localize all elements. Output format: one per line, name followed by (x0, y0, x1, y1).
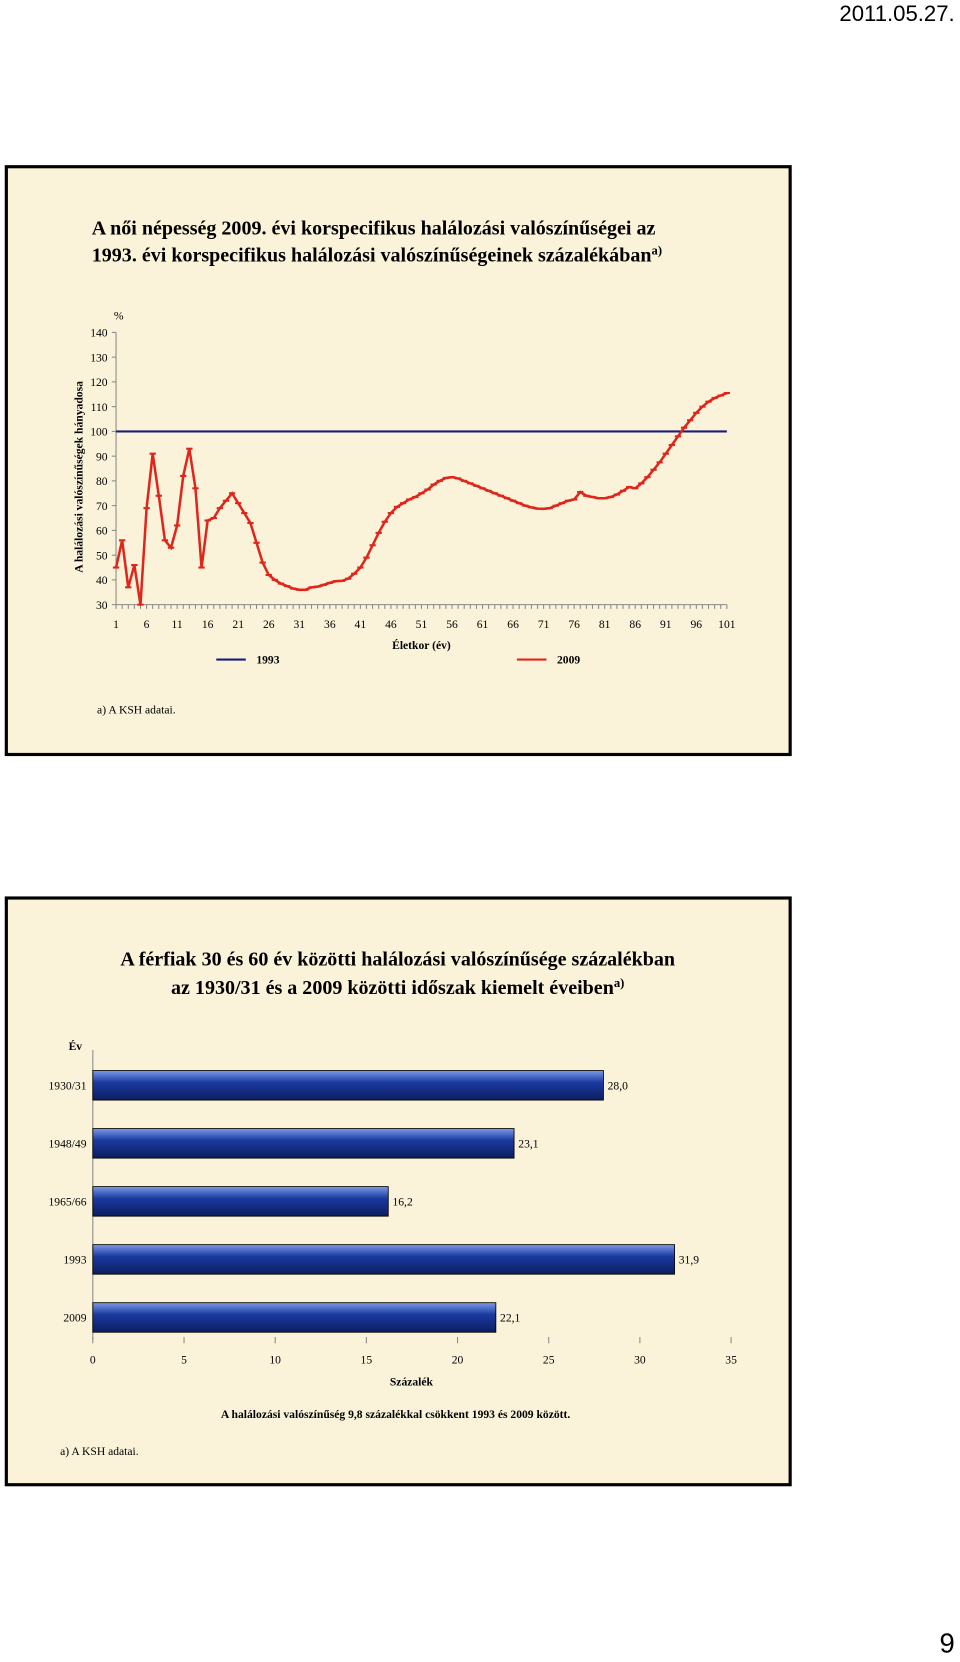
x-tick-label: 10 (269, 1353, 281, 1366)
x-tick-label: 21 (232, 618, 244, 631)
bar (92, 1070, 604, 1101)
x-axis-label: Életkor (év) (392, 638, 451, 652)
bar (92, 1128, 515, 1159)
title-line: az 1930/31 és a 2009 közötti időszak kie… (171, 977, 614, 999)
y-unit: % (114, 310, 124, 323)
x-tick-label: 86 (629, 618, 641, 631)
x-tick-label: 16 (202, 618, 214, 631)
x-tick-label: 51 (416, 618, 428, 631)
y-tick-label: 100 (90, 426, 108, 439)
y-tick-label: 120 (90, 376, 108, 389)
value-label: 22,1 (500, 1312, 520, 1325)
title-note: a) (614, 976, 625, 990)
y-tick-label: 1930/31 (48, 1080, 86, 1093)
y-tick-label: 2009 (63, 1312, 86, 1325)
footnote: a) A KSH adatai. (60, 1445, 139, 1458)
x-tick-label: 25 (543, 1353, 555, 1366)
legend-label: 2009 (557, 654, 580, 667)
x-tick-label: 1 (113, 618, 119, 631)
x-tick-label: 66 (507, 618, 519, 631)
x-tick-label: 76 (568, 618, 580, 631)
y-tick-label: 1948/49 (48, 1138, 86, 1151)
legend-label: 1993 (256, 654, 279, 667)
y-tick-label: 1965/66 (48, 1196, 86, 1209)
value-label: 31,9 (679, 1254, 699, 1267)
x-tick-label: 41 (355, 618, 367, 631)
x-tick-label: 26 (263, 618, 275, 631)
value-label: 16,2 (392, 1196, 412, 1209)
y-tick-label: 80 (96, 475, 108, 488)
footnote: a) A KSH adatai. (97, 703, 176, 716)
x-tick-label: 11 (172, 618, 183, 631)
x-tick-label: 30 (634, 1353, 646, 1366)
x-tick-label: 56 (446, 618, 458, 631)
y-tick-label: 40 (96, 574, 108, 587)
value-label: 23,1 (518, 1138, 538, 1151)
x-tick-label: 91 (660, 618, 672, 631)
bar (92, 1186, 389, 1217)
header-date: 2011.05.27. (839, 1, 954, 26)
x-axis-label: Százalék (390, 1376, 434, 1389)
y-tick-label: 140 (90, 327, 108, 340)
x-tick-label: 31 (293, 618, 305, 631)
bar-chart: A férfiak 30 és 60 év közötti halálozási… (48, 949, 737, 1459)
chart-title: A férfiak 30 és 60 év közötti halálozási… (120, 949, 675, 971)
x-tick-label: 35 (725, 1353, 737, 1366)
x-tick-label: 5 (181, 1353, 187, 1366)
y-tick-label: 70 (96, 500, 108, 513)
x-tick-label: 20 (452, 1353, 464, 1366)
chart-title: A női népesség 2009. évi korspecifikus h… (92, 217, 656, 239)
bar (92, 1302, 497, 1333)
x-tick-label: 96 (691, 618, 703, 631)
title-line: A férfiak 30 és 60 év közötti halálozási… (120, 949, 675, 971)
title-line: A női népesség 2009. évi korspecifikus h… (92, 217, 656, 239)
value-label: 28,0 (608, 1080, 628, 1093)
y-tick-label: 60 (96, 525, 108, 538)
chart-title: az 1930/31 és a 2009 közötti időszak kie… (171, 976, 624, 999)
y-tick-label: 1993 (63, 1254, 86, 1267)
x-tick-label: 6 (144, 618, 150, 631)
x-tick-label: 46 (385, 618, 397, 631)
annotation: A halálozási valószínűség 9,8 százalékka… (221, 1408, 570, 1421)
line-chart: A női népesség 2009. évi korspecifikus h… (72, 217, 735, 716)
x-tick-label: 81 (599, 618, 611, 631)
x-tick-label: 36 (324, 618, 336, 631)
y-axis-label: Év (69, 1039, 83, 1053)
y-tick-label: 50 (96, 549, 108, 562)
x-tick-label: 101 (718, 618, 736, 631)
x-tick-label: 71 (538, 618, 550, 631)
x-tick-label: 0 (90, 1353, 96, 1366)
page-number: 9 (939, 1627, 954, 1658)
y-tick-label: 130 (90, 351, 108, 364)
chart-title: 1993. évi korspecifikus halálozási valós… (92, 244, 662, 267)
y-tick-label: 30 (96, 599, 108, 612)
y-tick-label: 90 (96, 450, 108, 463)
x-tick-label: 61 (477, 618, 489, 631)
title-line: 1993. évi korspecifikus halálozási valós… (92, 245, 652, 267)
x-tick-label: 15 (361, 1353, 373, 1366)
y-tick-label: 110 (91, 401, 108, 414)
bar (92, 1244, 675, 1275)
title-note: a) (652, 244, 663, 258)
y-axis-label: A halálozási valószínűségek hányadosa (72, 381, 85, 573)
